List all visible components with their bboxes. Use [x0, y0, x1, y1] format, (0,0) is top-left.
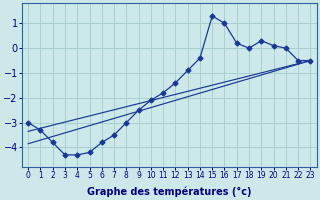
X-axis label: Graphe des températures (°c): Graphe des températures (°c) [87, 186, 252, 197]
